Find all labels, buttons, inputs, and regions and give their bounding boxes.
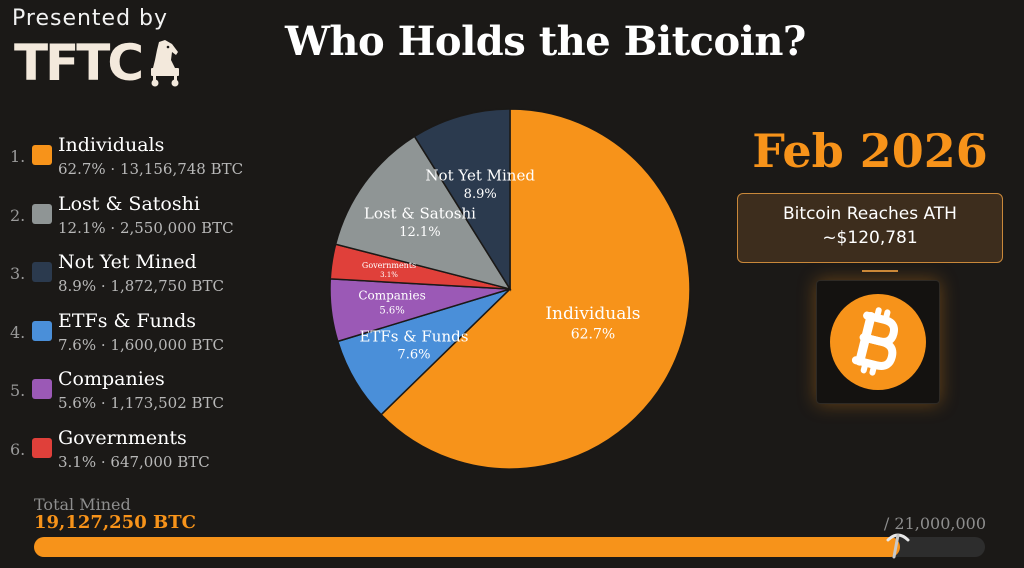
mined-progress-bar — [34, 533, 985, 559]
slice-label: Companies — [358, 289, 425, 303]
legend-name: ETFs & Funds — [58, 309, 197, 332]
legend-item: 3. Not Yet Mined 8.9% · 1,872,750 BTC — [10, 249, 310, 308]
legend-rank: 4. — [10, 322, 26, 342]
legend-name: Individuals — [58, 134, 165, 156]
legend-swatch — [32, 320, 52, 341]
legend-stats: 12.1% · 2,550,000 BTC — [58, 218, 234, 237]
slice-percent-label: 12.1% — [399, 225, 440, 240]
bitcoin-logo-icon — [830, 294, 926, 390]
pickaxe-icon — [886, 533, 910, 559]
legend-rank: 2. — [10, 205, 26, 225]
slice-label: Not Yet Mined — [425, 167, 535, 185]
slice-percent-label: 62.7% — [571, 327, 615, 343]
legend-item: 4. ETFs & Funds 7.6% · 1,600,000 BTC — [10, 308, 310, 367]
tftc-logo: TFTC — [14, 34, 185, 92]
event-price: ~$120,781 — [822, 228, 918, 248]
legend-swatch — [32, 262, 52, 282]
slice-label: ETFs & Funds — [359, 327, 468, 345]
legend-item: 1. Individuals 62.7% · 13,156,748 BTC — [10, 132, 310, 191]
slice-percent-label: 7.6% — [397, 348, 430, 363]
total-supply-label: / 21,000,000 — [883, 514, 986, 533]
legend-swatch — [32, 437, 52, 458]
event-date: Feb 2026 — [752, 124, 988, 178]
slice-percent-label: 5.6% — [379, 305, 404, 316]
slice-label: Individuals — [545, 304, 640, 324]
chart-title: Who Holds the Bitcoin? — [285, 18, 806, 65]
legend-rank: 3. — [10, 264, 26, 283]
legend-stats: 8.9% · 1,872,750 BTC — [58, 277, 225, 295]
legend-item: 2. Lost & Satoshi 12.1% · 2,550,000 BTC — [10, 191, 310, 250]
event-connector — [862, 270, 898, 272]
legend: 1. Individuals 62.7% · 13,156,748 BTC 2. Los… — [10, 132, 310, 483]
event-card: Bitcoin Reaches ATH ~$120,781 — [737, 193, 1003, 263]
mined-progress-fill — [34, 537, 901, 557]
legend-swatch — [32, 379, 52, 399]
legend-stats: 7.6% · 1,600,000 BTC — [58, 335, 225, 354]
total-mined-value: 19,127,250 BTC — [34, 512, 196, 533]
total-mined-label: Total Mined — [34, 495, 131, 514]
logo-text: TFTC — [14, 34, 144, 92]
event-headline: Bitcoin Reaches ATH — [783, 204, 957, 224]
legend-item: 5. Companies 5.6% · 1,173,502 BTC — [10, 366, 310, 425]
legend-name: Lost & Satoshi — [58, 192, 200, 215]
slice-label: Lost & Satoshi — [364, 205, 476, 223]
legend-swatch — [32, 203, 52, 224]
trojan-horse-icon — [151, 40, 180, 87]
pie-slice — [413, 108, 511, 292]
pie-slice — [334, 135, 512, 291]
legend-name: Companies — [58, 368, 165, 390]
legend-stats: 5.6% · 1,173,502 BTC — [58, 394, 225, 412]
legend-name: Not Yet Mined — [58, 251, 197, 273]
slice-percent-label: 3.1% — [380, 271, 398, 279]
pie-chart: Individuals 62.7% ETFs & Funds 7.6% Companie… — [329, 108, 691, 470]
legend-rank: 1. — [10, 147, 26, 166]
slice-label: Governments — [362, 261, 416, 270]
legend-rank: 5. — [10, 381, 26, 400]
legend-swatch — [32, 145, 52, 165]
legend-rank: 6. — [10, 439, 26, 459]
presented-by-label: Presented by — [12, 6, 169, 31]
legend-name: Governments — [58, 426, 187, 449]
pie-slice — [380, 108, 691, 470]
slice-percent-label: 8.9% — [464, 187, 497, 202]
legend-item: 6. Governments 3.1% · 647,000 BTC — [10, 425, 310, 484]
legend-stats: 3.1% · 647,000 BTC — [58, 452, 210, 471]
bitcoin-coin-card — [816, 280, 940, 404]
legend-stats: 62.7% · 13,156,748 BTC — [58, 160, 244, 178]
